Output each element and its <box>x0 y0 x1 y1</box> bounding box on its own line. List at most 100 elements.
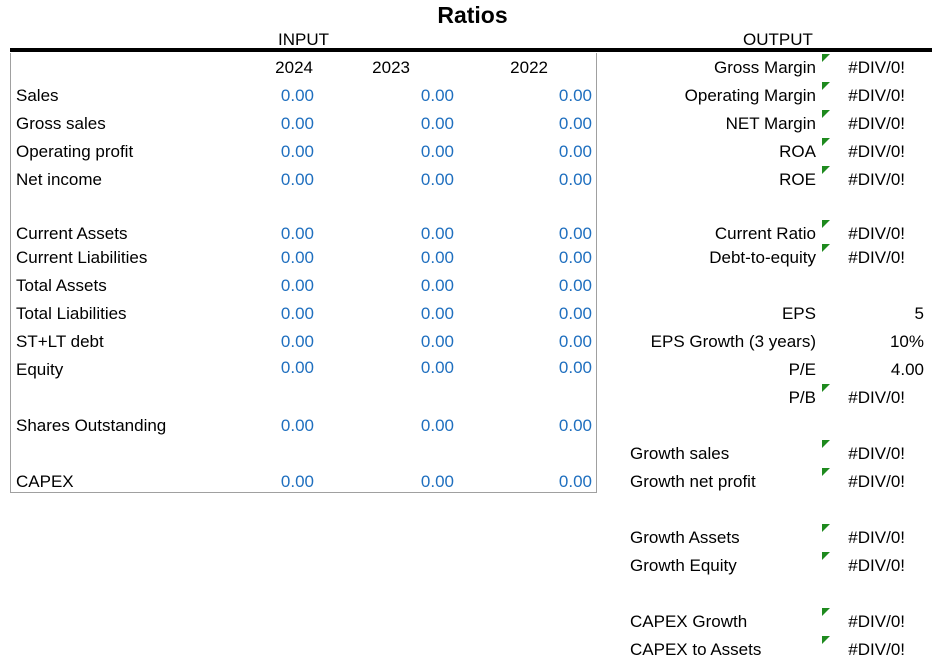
input-label-capex[interactable]: CAPEX <box>16 472 74 491</box>
input-label-operating-profit[interactable]: Operating profit <box>16 142 134 161</box>
comment-marker-icon[interactable] <box>822 82 830 90</box>
input-cell[interactable]: 0.00 <box>558 86 592 105</box>
input-cell[interactable]: 0.00 <box>558 472 592 491</box>
comment-marker-icon[interactable] <box>822 468 830 476</box>
comment-marker-icon[interactable] <box>822 110 830 118</box>
input-label-current-assets[interactable]: Current Assets <box>16 224 128 243</box>
comment-marker-icon[interactable] <box>822 138 830 146</box>
output-value[interactable]: #DIV/0! <box>848 388 905 407</box>
output-label-current-ratio[interactable]: Current Ratio <box>714 224 816 243</box>
year-header-2022[interactable]: 2022 <box>510 58 548 77</box>
input-cell[interactable]: 0.00 <box>420 276 454 295</box>
output-value[interactable]: #DIV/0! <box>848 556 905 575</box>
input-label-total-liabilities[interactable]: Total Liabilities <box>16 304 127 323</box>
input-cell[interactable]: 0.00 <box>280 472 314 491</box>
input-cell[interactable]: 0.00 <box>420 248 454 267</box>
output-label-capex-growth[interactable]: CAPEX Growth <box>630 612 748 631</box>
input-cell[interactable]: 0.00 <box>280 358 314 377</box>
input-cell[interactable]: 0.00 <box>420 142 454 161</box>
comment-marker-icon[interactable] <box>822 552 830 560</box>
input-label-total-assets[interactable]: Total Assets <box>16 276 107 295</box>
input-cell[interactable]: 0.00 <box>280 304 314 323</box>
output-label-growth-assets[interactable]: Growth Assets <box>630 528 740 547</box>
input-label-net-income[interactable]: Net income <box>16 170 102 189</box>
input-cell[interactable]: 0.00 <box>558 248 592 267</box>
input-label-equity[interactable]: Equity <box>16 360 64 379</box>
output-label-growth-equity[interactable]: Growth Equity <box>630 556 737 575</box>
input-cell[interactable]: 0.00 <box>280 224 314 243</box>
output-value[interactable]: #DIV/0! <box>848 58 905 77</box>
input-cell[interactable]: 0.00 <box>558 416 592 435</box>
output-value[interactable]: #DIV/0! <box>848 444 905 463</box>
output-label-eps-growth[interactable]: EPS Growth (3 years) <box>650 332 816 351</box>
input-label-gross-sales[interactable]: Gross sales <box>16 114 106 133</box>
input-cell[interactable]: 0.00 <box>280 86 314 105</box>
output-label-gross-margin[interactable]: Gross Margin <box>713 58 816 77</box>
output-value[interactable]: #DIV/0! <box>848 472 905 491</box>
input-label-sales[interactable]: Sales <box>16 86 59 105</box>
comment-marker-icon[interactable] <box>822 636 830 644</box>
input-cell[interactable]: 0.00 <box>280 416 314 435</box>
output-label-net-margin[interactable]: NET Margin <box>725 114 816 133</box>
year-header-2024[interactable]: 2024 <box>275 58 313 77</box>
output-value[interactable]: #DIV/0! <box>848 640 905 659</box>
input-cell[interactable]: 0.00 <box>280 248 314 267</box>
input-cell[interactable]: 0.00 <box>420 358 454 377</box>
input-cell[interactable]: 0.00 <box>280 332 314 351</box>
input-cell[interactable]: 0.00 <box>420 332 454 351</box>
output-value[interactable]: #DIV/0! <box>848 612 905 631</box>
output-label-growth-net-profit[interactable]: Growth net profit <box>630 472 756 491</box>
output-value[interactable]: #DIV/0! <box>848 170 905 189</box>
output-label-roe[interactable]: ROE <box>779 170 816 189</box>
comment-marker-icon[interactable] <box>822 608 830 616</box>
sheet-title: Ratios <box>437 2 508 28</box>
output-label-eps[interactable]: EPS <box>781 304 816 323</box>
comment-marker-icon[interactable] <box>822 54 830 62</box>
output-value[interactable]: #DIV/0! <box>848 86 905 105</box>
comment-marker-icon[interactable] <box>822 244 830 252</box>
output-label-operating-margin[interactable]: Operating Margin <box>684 86 816 105</box>
comment-marker-icon[interactable] <box>822 166 830 174</box>
input-cell[interactable]: 0.00 <box>420 472 454 491</box>
input-cell[interactable]: 0.00 <box>558 358 592 377</box>
input-cell[interactable]: 0.00 <box>558 224 592 243</box>
output-label-growth-sales[interactable]: Growth sales <box>630 444 730 463</box>
output-value[interactable]: #DIV/0! <box>848 248 905 267</box>
input-label-current-liabilities[interactable]: Current Liabilities <box>16 248 148 267</box>
comment-marker-icon[interactable] <box>822 384 830 392</box>
input-cell[interactable]: 0.00 <box>558 114 592 133</box>
input-label-shares-outstanding[interactable]: Shares Outstanding <box>16 416 167 435</box>
input-label-debt[interactable]: ST+LT debt <box>16 332 104 351</box>
output-value[interactable]: 5 <box>914 304 924 323</box>
output-label-pb[interactable]: P/B <box>788 388 816 407</box>
output-value[interactable]: #DIV/0! <box>848 528 905 547</box>
output-value[interactable]: 10% <box>889 332 924 351</box>
input-cell[interactable]: 0.00 <box>558 276 592 295</box>
year-header-2023[interactable]: 2023 <box>372 58 410 77</box>
output-value[interactable]: 4.00 <box>890 360 924 379</box>
input-cell[interactable]: 0.00 <box>420 114 454 133</box>
input-cell[interactable]: 0.00 <box>420 304 454 323</box>
output-label-debt-to-equity[interactable]: Debt-to-equity <box>709 248 816 267</box>
input-cell[interactable]: 0.00 <box>420 86 454 105</box>
input-cell[interactable]: 0.00 <box>280 276 314 295</box>
output-value[interactable]: #DIV/0! <box>848 114 905 133</box>
output-label-pe[interactable]: P/E <box>788 360 816 379</box>
input-cell[interactable]: 0.00 <box>280 170 314 189</box>
input-cell[interactable]: 0.00 <box>558 142 592 161</box>
input-cell[interactable]: 0.00 <box>558 170 592 189</box>
output-label-roa[interactable]: ROA <box>779 142 816 161</box>
input-cell[interactable]: 0.00 <box>420 224 454 243</box>
comment-marker-icon[interactable] <box>822 440 830 448</box>
comment-marker-icon[interactable] <box>822 524 830 532</box>
output-label-capex-to-assets[interactable]: CAPEX to Assets <box>630 640 762 659</box>
input-cell[interactable]: 0.00 <box>558 332 592 351</box>
output-value[interactable]: #DIV/0! <box>848 224 905 243</box>
input-cell[interactable]: 0.00 <box>280 142 314 161</box>
input-cell[interactable]: 0.00 <box>420 170 454 189</box>
input-cell[interactable]: 0.00 <box>420 416 454 435</box>
output-value[interactable]: #DIV/0! <box>848 142 905 161</box>
comment-marker-icon[interactable] <box>822 220 830 228</box>
input-cell[interactable]: 0.00 <box>558 304 592 323</box>
input-cell[interactable]: 0.00 <box>280 114 314 133</box>
